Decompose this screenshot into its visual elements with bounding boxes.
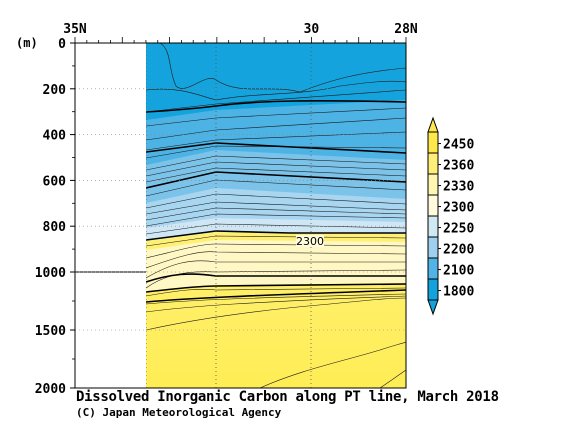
colorbar: 2450 2360 2330 2300 2250 2200 2100 1800 [427, 116, 474, 316]
colorbar-label: 2450 [443, 138, 474, 153]
colorbar-swatch [427, 257, 439, 280]
x-tick-label: 28N [394, 22, 418, 37]
y-tick-label: 1500 [35, 324, 66, 339]
colorbar-swatch [427, 173, 439, 196]
colorbar-label: 2360 [443, 159, 474, 174]
colorbar-label: 1800 [443, 285, 474, 300]
colorbar-swatch [427, 215, 439, 238]
y-tick-label: 600 [43, 174, 67, 189]
colorbar-swatch [427, 152, 439, 175]
dic-field [146, 43, 406, 388]
colorbar-label: 2200 [443, 243, 474, 258]
y-tick-label: 200 [43, 83, 67, 98]
y-tick-label: 0 [58, 37, 66, 52]
y-tick-label: 2000 [35, 382, 66, 397]
colorbar-arrow-top [427, 116, 439, 133]
x-tick-label: 35N [63, 22, 87, 37]
x-tick-label: 30 [304, 22, 320, 37]
y-tick-label: 400 [43, 129, 67, 144]
y-axis-unit: (m) [16, 36, 38, 50]
colorbar-label: 2250 [443, 222, 474, 237]
colorbar-label: 2100 [443, 264, 474, 279]
colorbar-label: 2300 [443, 201, 474, 216]
colorbar-swatch [427, 131, 439, 154]
colorbar-swatch [427, 194, 439, 217]
colorbar-swatch [427, 236, 439, 259]
colorbar-swatch [427, 278, 439, 301]
colorbar-arrow-bottom [427, 299, 439, 316]
colorbar-label: 2330 [443, 180, 474, 195]
chart-title: Dissolved Inorganic Carbon along PT line… [76, 389, 499, 405]
contour-label: 2300 [296, 235, 324, 248]
credit-text: (C) Japan Meteorological Agency [76, 406, 282, 419]
y-tick-label: 1000 [35, 266, 66, 281]
y-tick-label: 800 [43, 220, 67, 235]
